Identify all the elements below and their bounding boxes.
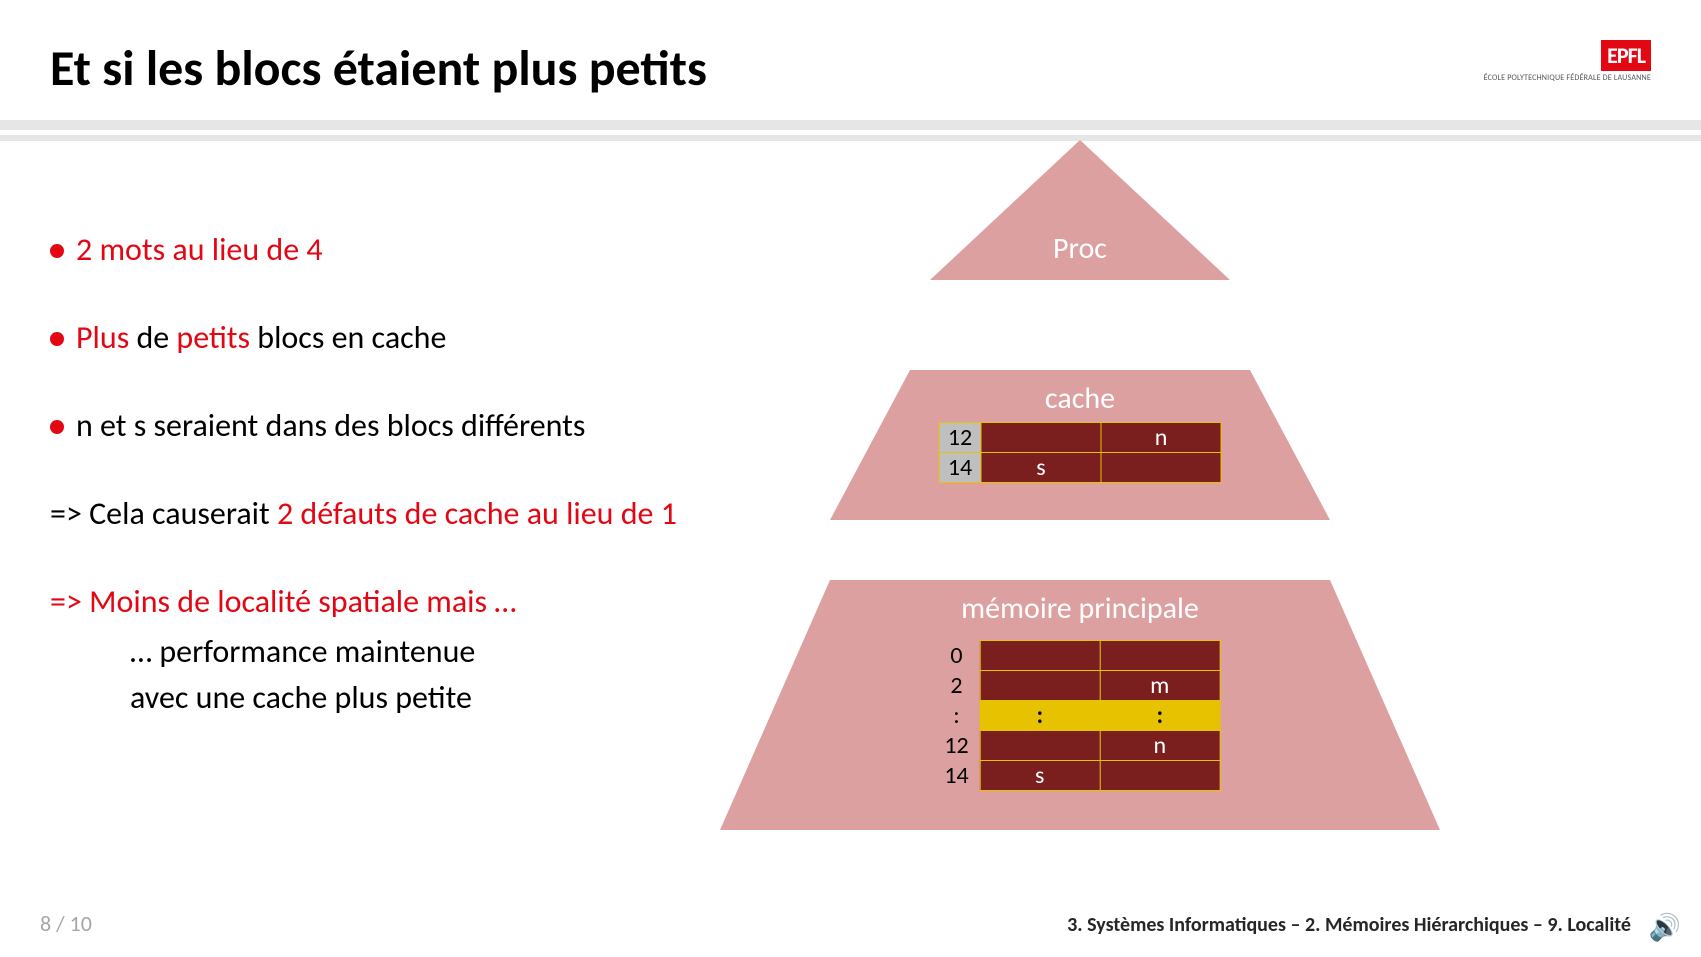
page-number: 8 / 10	[40, 910, 92, 937]
bullet-3: n et s seraient dans des blocs différent…	[50, 406, 770, 446]
mem-addr-cell: 0	[940, 641, 980, 671]
cache-data-cell	[1101, 453, 1221, 483]
cache-addr-cell: 14	[939, 453, 981, 483]
content-area: 2 mots au lieu de 4 Plus de petits blocs…	[50, 230, 770, 724]
cache-data-cell	[981, 423, 1101, 453]
mem-data-cell	[980, 641, 1100, 671]
mem-data-cell	[1100, 641, 1220, 671]
bullet-icon	[50, 420, 64, 434]
table-row: 12 n	[939, 423, 1221, 453]
cache-addr-cell: 12	[939, 423, 981, 453]
sub-lines: … performance maintenue avec une cache p…	[50, 632, 770, 718]
mem-data-cell: m	[1100, 671, 1220, 701]
bullet-2-text: Plus de petits blocs en cache	[76, 318, 446, 358]
bullet-3-text: n et s seraient dans des blocs différent…	[76, 406, 585, 446]
arrow-line-2: => Moins de localité spatiale mais …	[50, 582, 770, 622]
mem-addr-cell: 2	[940, 671, 980, 701]
mem-data-cell	[980, 671, 1100, 701]
table-row-dots: : : :	[940, 701, 1220, 731]
arrow-line-1: => Cela causerait 2 défauts de cache au …	[50, 494, 770, 534]
breadcrumb: 3. Systèmes Informatiques – 2. Mémoires …	[1067, 913, 1631, 937]
hierarchy-diagram: Proc cache 12 n 14 s mémoi	[720, 140, 1440, 840]
bullet-2: Plus de petits blocs en cache	[50, 318, 770, 358]
bullet-1: 2 mots au lieu de 4	[50, 230, 770, 270]
table-row: 2 m	[940, 671, 1220, 701]
mem-addr-cell: :	[940, 701, 980, 731]
slide: Et si les blocs étaient plus petits EPFL…	[0, 0, 1701, 957]
bullet-2-de: de	[136, 318, 176, 357]
mem-data-cell: :	[980, 701, 1100, 731]
logo-subtitle: ÉCOLE POLYTECHNIQUE FÉDÉRALE DE LAUSANNE	[1484, 73, 1651, 83]
logo-text: EPFL	[1601, 40, 1651, 71]
cache-label: cache	[1045, 380, 1115, 417]
bullet-icon	[50, 244, 64, 258]
mem-data-cell: :	[1100, 701, 1220, 731]
speaker-icon: 🔊	[1649, 911, 1681, 943]
bullet-2-pre: Plus	[76, 318, 129, 357]
arrow-1-pre: => Cela causerait	[50, 494, 277, 533]
divider-1	[0, 120, 1701, 130]
table-row: 0	[940, 641, 1220, 671]
mem-data-cell	[980, 731, 1100, 761]
mem-data-cell	[1100, 761, 1220, 791]
memory-table: 0 2 m : : : 12 n 14 s	[940, 640, 1221, 791]
bullet-icon	[50, 332, 64, 346]
proc-label: Proc	[1053, 230, 1107, 267]
mem-data-cell: n	[1100, 731, 1220, 761]
mem-data-cell: s	[980, 761, 1100, 791]
sub-line-2: avec une cache plus petite	[130, 678, 770, 718]
mem-addr-cell: 14	[940, 761, 980, 791]
sub-line-1: … performance maintenue	[130, 632, 770, 672]
arrow-1-red: 2 défauts de cache au lieu de 1	[277, 494, 677, 533]
bullet-2-mid: petits	[176, 318, 250, 357]
cache-table: 12 n 14 s	[939, 422, 1222, 483]
table-row: 14 s	[939, 453, 1221, 483]
logo: EPFL ÉCOLE POLYTECHNIQUE FÉDÉRALE DE LAU…	[1484, 40, 1651, 83]
slide-title: Et si les blocs étaient plus petits	[50, 38, 707, 99]
table-row: 14 s	[940, 761, 1220, 791]
table-row: 12 n	[940, 731, 1220, 761]
mem-addr-cell: 12	[940, 731, 980, 761]
bullet-2-post-text: blocs en cache	[257, 318, 446, 357]
cache-data-cell: n	[1101, 423, 1221, 453]
cache-data-cell: s	[981, 453, 1101, 483]
memory-label: mémoire principale	[961, 590, 1199, 627]
bullet-1-text: 2 mots au lieu de 4	[76, 230, 323, 270]
